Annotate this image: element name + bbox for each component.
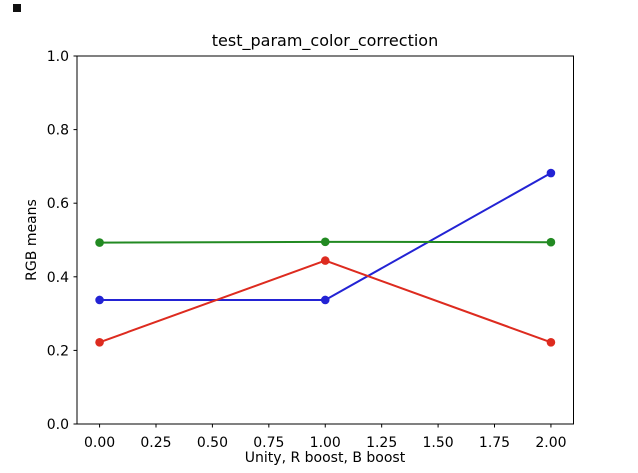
- blue-line: [99, 172, 552, 301]
- y-tick-label: 0.4: [47, 270, 69, 286]
- x-tick-label: 0.75: [253, 435, 284, 451]
- green-marker: [95, 238, 104, 247]
- axis-ticks-layer: 0.00 0.25 0.50 0.75 1.00 1.25 1.50 1.75 2.00 0.0 0…: [47, 49, 567, 451]
- series-red: [95, 256, 556, 347]
- x-tick-label: 0.25: [140, 435, 171, 451]
- x-axis-label: Unity, R boost, B boost: [245, 450, 406, 466]
- corner-artifact-mark: [13, 4, 21, 12]
- chart-series-layer: [95, 168, 556, 347]
- red-marker: [546, 338, 556, 347]
- x-tick-label: 0.50: [197, 435, 228, 451]
- chart-title: test_param_color_correction: [212, 31, 438, 51]
- y-tick-label: 0.8: [47, 123, 69, 139]
- x-tick-label: 1.25: [366, 435, 397, 451]
- blue-marker: [95, 295, 104, 305]
- x-tick-label: 0.00: [84, 435, 115, 451]
- green-marker: [320, 237, 330, 247]
- y-tick-label: 0.6: [47, 196, 69, 212]
- green-marker: [546, 237, 556, 247]
- x-tick-label: 1.00: [310, 435, 341, 451]
- blue-marker: [546, 168, 556, 178]
- y-tick-label: 0.0: [47, 417, 69, 433]
- series-green: [95, 237, 556, 247]
- blue-marker: [320, 295, 330, 305]
- x-tick-label: 1.50: [423, 435, 454, 451]
- x-tick-label: 2.00: [535, 435, 566, 451]
- red-marker: [95, 338, 104, 347]
- series-blue: [95, 168, 556, 305]
- x-tick-label: 1.75: [479, 435, 510, 451]
- y-tick-label: 0.2: [47, 343, 69, 359]
- y-axis-label: RGB means: [24, 199, 40, 281]
- y-tick-label: 1.0: [47, 49, 69, 65]
- red-marker: [320, 256, 330, 265]
